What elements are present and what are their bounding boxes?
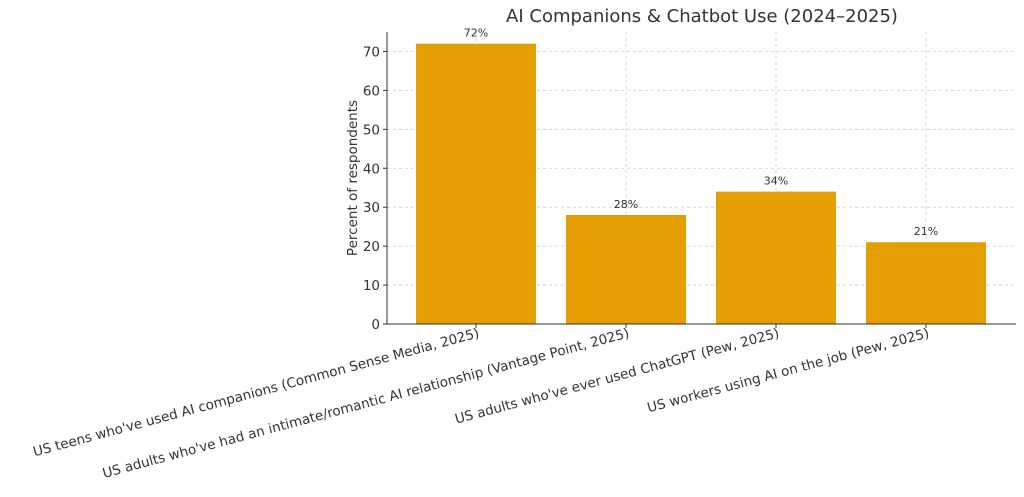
bar (716, 191, 836, 324)
axes (383, 32, 1016, 328)
y-tick-label: 0 (371, 317, 380, 333)
data-label: 72% (464, 27, 488, 40)
x-tick-labels: US teens who've used AI companions (Comm… (31, 325, 931, 481)
x-tick-label: US workers using AI on the job (Pew, 202… (646, 325, 931, 416)
y-tick-label: 20 (363, 239, 380, 255)
y-tick-label: 30 (363, 200, 380, 216)
y-tick-label: 50 (363, 122, 380, 138)
y-tick-label: 60 (363, 83, 380, 99)
bar (866, 242, 986, 324)
data-label: 28% (614, 198, 638, 211)
x-tick-label: US adults who've had an intimate/romanti… (101, 325, 631, 481)
data-label: 21% (914, 225, 938, 238)
bar (416, 43, 536, 325)
y-tick-label: 40 (363, 161, 380, 177)
y-tick-labels: 0 10 20 30 40 50 60 70 (363, 44, 380, 333)
y-tick-label: 70 (363, 44, 380, 60)
chart-title: AI Companions & Chatbot Use (2024–2025) (506, 6, 898, 27)
bar (566, 214, 686, 324)
y-tick-label: 10 (363, 278, 380, 294)
data-labels: 72% 28% 34% 21% (464, 27, 938, 239)
data-label: 34% (764, 175, 788, 188)
y-axis-label: Percent of respondents (345, 100, 361, 256)
bars (416, 43, 986, 325)
